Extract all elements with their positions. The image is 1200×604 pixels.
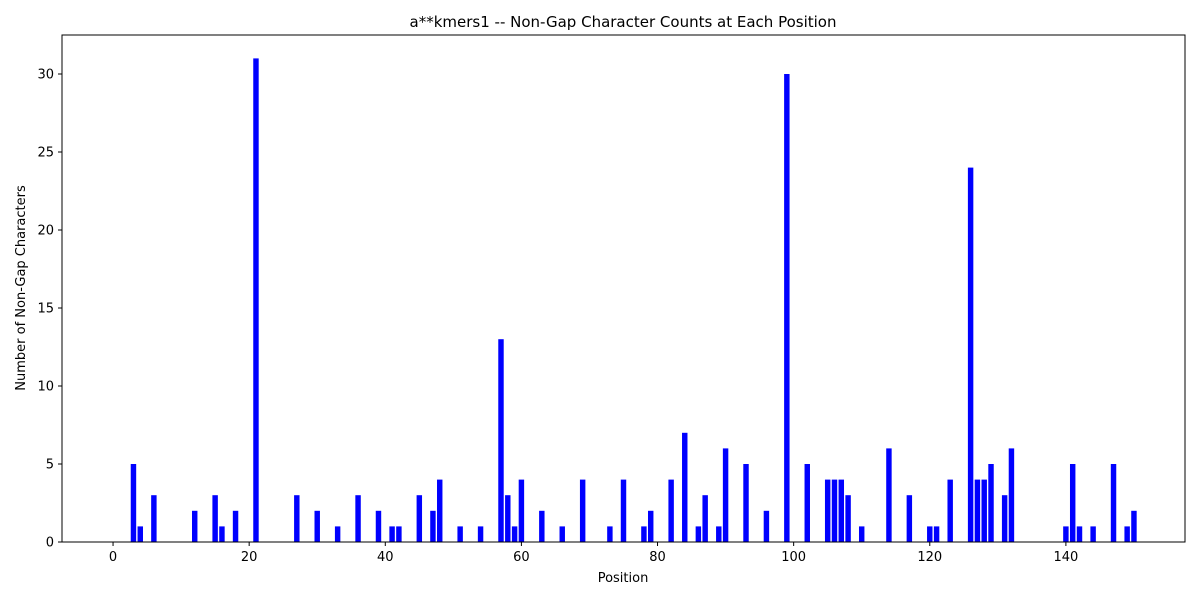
bar-position-3 <box>130 464 137 542</box>
bar-position-144 <box>1090 526 1096 542</box>
x-tick-label: 120 <box>917 550 942 565</box>
x-axis-ticks: 0 20 40 60 80 100 120 140 <box>109 542 1078 565</box>
bar-position-82 <box>668 479 674 542</box>
x-tick-label: 0 <box>109 550 117 565</box>
bar-position-6 <box>151 495 157 542</box>
bar-position-107 <box>838 479 845 542</box>
x-tick-label: 20 <box>241 550 258 565</box>
bar-position-27 <box>294 495 300 542</box>
bar-position-132 <box>1008 448 1015 542</box>
bar-position-42 <box>396 526 402 542</box>
bar-position-84 <box>682 432 688 542</box>
bar-position-33 <box>334 526 341 542</box>
bar-position-73 <box>607 526 613 542</box>
bar-position-120 <box>927 526 933 542</box>
x-tick-label: 80 <box>649 550 666 565</box>
bar-position-110 <box>858 526 865 542</box>
bar-position-15 <box>212 495 218 542</box>
x-tick-label: 100 <box>781 550 806 565</box>
bar-position-114 <box>886 448 892 542</box>
bar-position-129 <box>988 464 994 542</box>
bar-position-93 <box>743 464 749 542</box>
bar-position-123 <box>947 479 953 542</box>
y-tick-label: 20 <box>37 224 54 239</box>
bar-position-105 <box>824 479 831 542</box>
bar-position-87 <box>702 495 708 542</box>
bar-position-78 <box>641 526 647 542</box>
bar-position-63 <box>539 510 545 542</box>
bar-position-58 <box>505 495 511 542</box>
bar-position-45 <box>416 495 423 542</box>
bar-position-18 <box>232 510 239 542</box>
bar-position-102 <box>804 464 810 542</box>
bar-position-39 <box>375 510 382 542</box>
bar-position-149 <box>1124 526 1130 542</box>
y-tick-label: 25 <box>37 146 54 161</box>
bar-position-90 <box>722 448 729 542</box>
x-axis-label: Position <box>598 571 649 586</box>
bar-position-79 <box>648 510 654 542</box>
bar-position-36 <box>355 495 361 542</box>
bar-position-47 <box>430 510 436 542</box>
bar-position-69 <box>579 479 586 542</box>
bar-position-127 <box>974 479 981 542</box>
bar-position-121 <box>933 526 940 542</box>
bar-position-147 <box>1110 464 1117 542</box>
bar-position-142 <box>1076 526 1083 542</box>
bar-position-96 <box>763 510 770 542</box>
bar-position-51 <box>457 526 463 542</box>
bars-group <box>130 58 1137 543</box>
y-tick-label: 5 <box>46 458 54 473</box>
y-tick-label: 10 <box>37 380 54 395</box>
bar-position-4 <box>137 526 143 542</box>
bar-position-48 <box>437 479 443 542</box>
chart-title: a**kmers1 -- Non-Gap Character Counts at… <box>410 13 837 31</box>
bar-position-108 <box>845 495 851 542</box>
bar-position-86 <box>695 526 702 542</box>
bar-position-140 <box>1063 526 1069 542</box>
y-tick-label: 15 <box>37 302 54 317</box>
bar-position-21 <box>253 58 259 543</box>
bar-position-30 <box>314 510 320 542</box>
bar-position-60 <box>518 479 525 542</box>
plot-frame <box>61 34 1186 543</box>
y-tick-label: 0 <box>46 536 54 551</box>
bar-position-66 <box>559 526 565 542</box>
bar-position-117 <box>906 495 913 542</box>
y-axis-ticks: 0 5 10 15 20 25 30 <box>37 68 62 551</box>
bar-position-106 <box>831 479 838 542</box>
bar-position-141 <box>1069 464 1076 542</box>
x-tick-label: 140 <box>1053 550 1078 565</box>
bar-position-75 <box>620 479 627 542</box>
bar-position-59 <box>511 526 518 542</box>
bar-position-126 <box>967 167 974 542</box>
bar-position-128 <box>981 479 987 542</box>
x-tick-label: 40 <box>377 550 394 565</box>
bar-position-99 <box>784 74 790 542</box>
y-axis-label: Number of Non-Gap Characters <box>14 185 29 391</box>
bar-position-12 <box>192 510 198 542</box>
bar-position-89 <box>716 526 722 542</box>
y-tick-label: 30 <box>37 68 54 83</box>
bar-position-54 <box>477 526 484 542</box>
bar-position-150 <box>1131 510 1137 542</box>
x-tick-label: 60 <box>513 550 530 565</box>
bar-position-41 <box>389 526 395 542</box>
bar-position-131 <box>1001 495 1008 542</box>
bar-position-57 <box>498 339 504 542</box>
bar-position-16 <box>219 526 225 542</box>
